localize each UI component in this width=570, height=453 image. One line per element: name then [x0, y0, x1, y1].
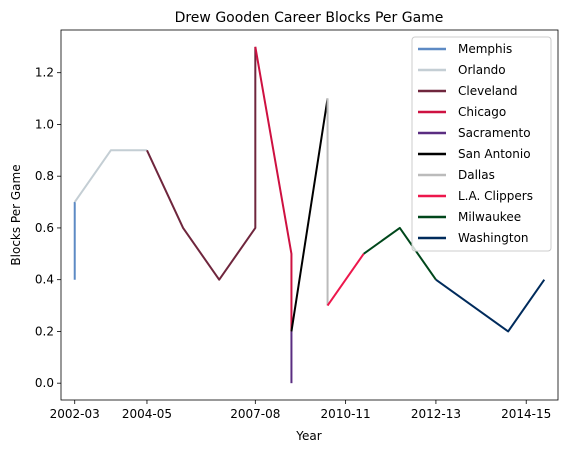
y-axis-label: Blocks Per Game: [9, 164, 23, 265]
x-axis: 2002-03 2004-05 2007-08 2010-11 2012-13 2014-…: [50, 400, 552, 421]
legend-label-dallas: Dallas: [458, 168, 495, 182]
x-tick-label: 2010-11: [321, 407, 371, 421]
y-axis: 0.0 0.2 0.4 0.6 0.8 1.0 1.2: [35, 66, 61, 390]
y-tick-label: 0.6: [35, 221, 54, 235]
y-tick-label: 1.2: [35, 66, 54, 80]
x-tick-label: 2007-08: [230, 407, 280, 421]
series-line-washington: [436, 280, 544, 332]
legend-label-washington: Washington: [458, 231, 529, 245]
series-line-orlando: [75, 150, 147, 202]
y-tick-label: 0.2: [35, 324, 54, 338]
legend-label-l-a-clippers: L.A. Clippers: [458, 189, 533, 203]
x-tick-label: 2004-05: [122, 407, 172, 421]
x-tick-label: 2012-13: [411, 407, 461, 421]
x-tick-label: 2014-15: [501, 407, 551, 421]
legend-label-memphis: Memphis: [458, 42, 512, 56]
y-tick-label: 0.4: [35, 273, 54, 287]
legend-label-cleveland: Cleveland: [458, 84, 518, 98]
legend-label-milwaukee: Milwaukee: [458, 210, 521, 224]
series-line-san-antonio: [291, 99, 327, 332]
legend-label-sacramento: Sacramento: [458, 126, 531, 140]
y-tick-label: 0.8: [35, 169, 54, 183]
y-tick-label: 0.0: [35, 376, 54, 390]
y-tick-label: 1.0: [35, 117, 54, 131]
legend-label-orlando: Orlando: [458, 63, 506, 77]
chart-title: Drew Gooden Career Blocks Per Game: [175, 10, 444, 26]
series-line-l-a-clippers: [328, 254, 364, 306]
series-line-chicago: [255, 47, 291, 332]
legend-label-san-antonio: San Antonio: [458, 147, 531, 161]
series-line-cleveland: [147, 47, 255, 280]
x-axis-label: Year: [295, 429, 321, 443]
x-tick-label: 2002-03: [50, 407, 100, 421]
legend: Memphis Orlando Cleveland Chicago Sacramento…: [412, 37, 551, 251]
legend-label-chicago: Chicago: [458, 105, 506, 119]
